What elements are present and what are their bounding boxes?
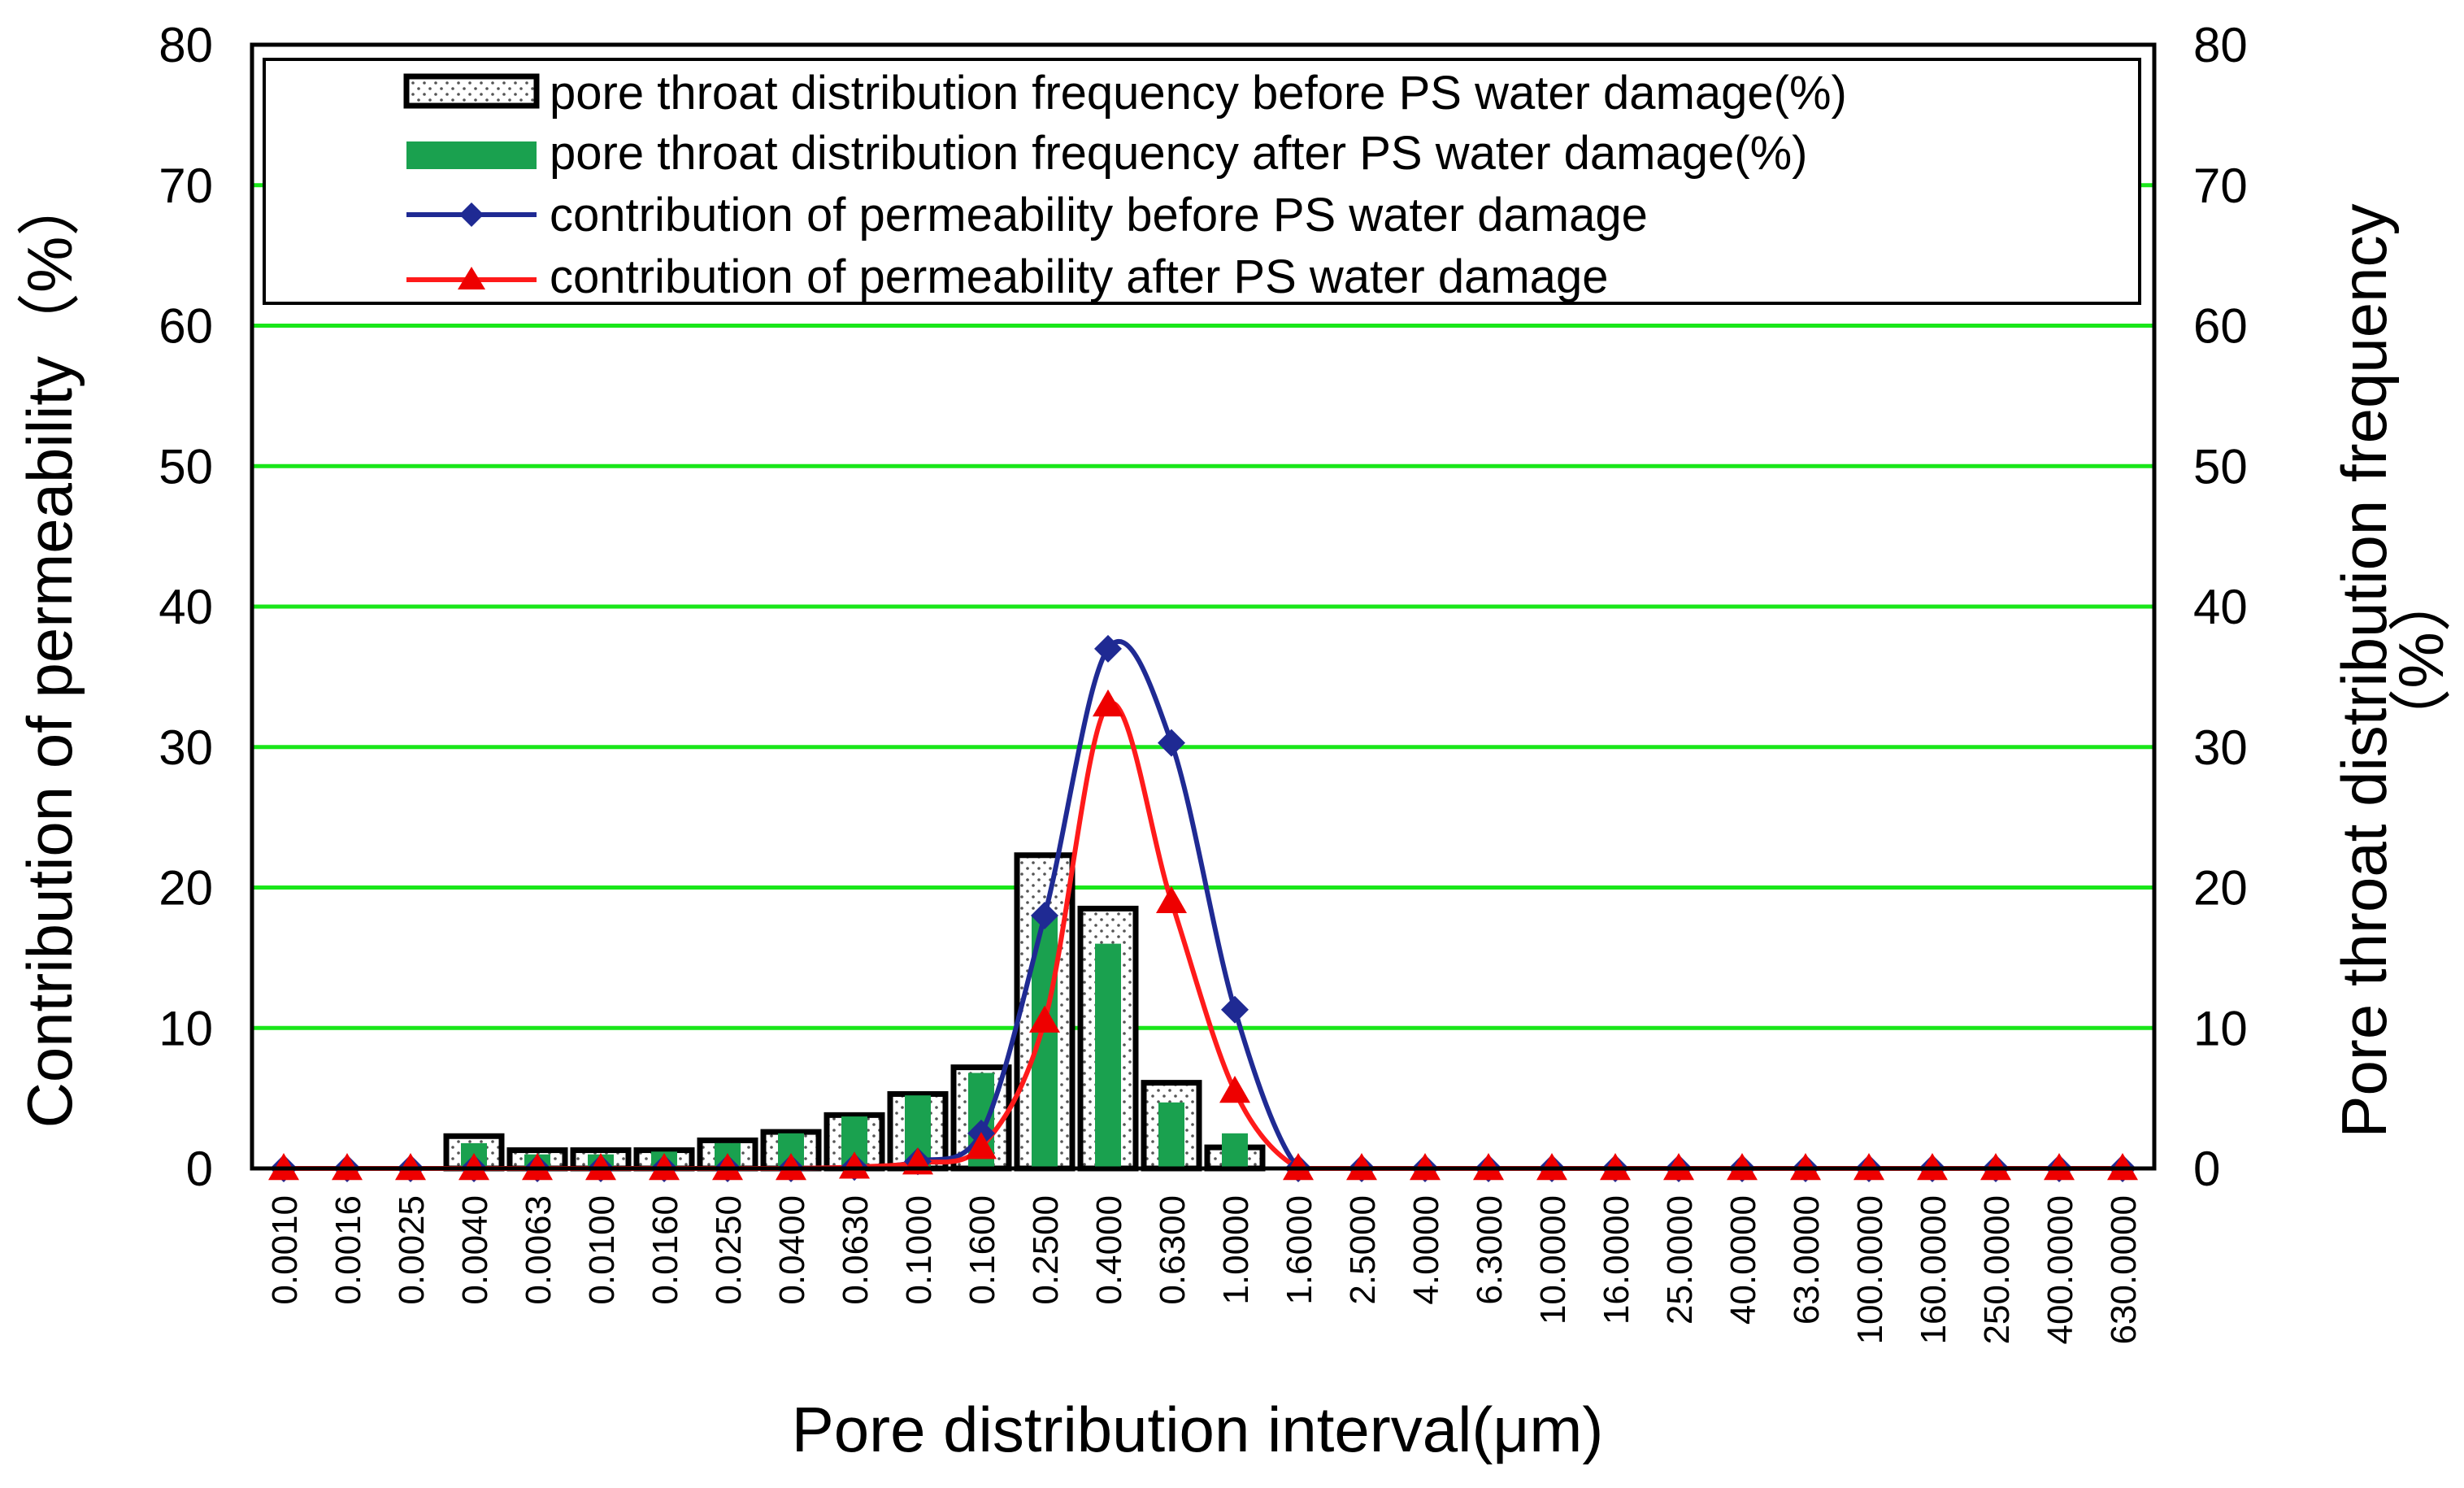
x-tick-label: 16.0000 <box>1597 1195 1636 1325</box>
x-tick-label: 630.0000 <box>2104 1195 2144 1345</box>
x-tick-label: 0.2500 <box>1026 1195 1066 1305</box>
x-tick-label: 0.0630 <box>836 1195 876 1305</box>
y-tick-label-left: 50 <box>159 439 213 494</box>
marker-after <box>839 1151 870 1179</box>
legend-label-bars-before: pore throat distribution frequency befor… <box>550 67 1847 120</box>
y-tick-label-left: 60 <box>159 299 213 354</box>
marker-before <box>1031 902 1058 930</box>
y-tick-label-left: 40 <box>159 580 213 634</box>
x-tick-label: 100.0000 <box>1850 1195 1890 1345</box>
legend-marker-line-before <box>459 202 484 227</box>
y-axis-right-title-line1: Pore throat distribution frequency <box>2328 204 2400 1138</box>
y-axis-left-title: Contribution of permeability（%） <box>14 173 85 1129</box>
y-axis-right-ticks: 0 10 20 30 40 50 60 70 80 <box>2193 18 2248 1196</box>
y-tick-label-left: 30 <box>159 720 213 775</box>
x-tick-label: 0.0040 <box>455 1195 495 1305</box>
y-tick-label-left: 10 <box>159 1001 213 1055</box>
marker-after <box>1156 885 1187 914</box>
legend-swatch-bars-before <box>403 73 540 109</box>
x-axis-title: Pore distribution interval(μm) <box>792 1394 1604 1465</box>
x-tick-label: 0.4000 <box>1089 1195 1129 1305</box>
bar-after <box>1158 1102 1184 1168</box>
y-tick-label-right: 40 <box>2193 580 2248 634</box>
marker-before <box>1094 634 1122 663</box>
y-tick-label-right: 80 <box>2193 18 2248 72</box>
line-before <box>284 639 2123 1172</box>
gridlines <box>252 183 2154 1030</box>
y-tick-label-left: 20 <box>159 861 213 916</box>
legend: pore throat distribution frequency befor… <box>263 58 2141 305</box>
marker-before <box>1221 995 1249 1024</box>
x-tick-label: 0.0025 <box>392 1195 432 1305</box>
x-tick-label: 4.0000 <box>1406 1195 1446 1305</box>
marker-before <box>1158 729 1185 757</box>
y-tick-label-right: 60 <box>2193 299 2248 354</box>
bar-after <box>1222 1133 1248 1168</box>
y-tick-label-left: 70 <box>159 159 213 213</box>
x-tick-label: 160.0000 <box>1914 1195 1953 1345</box>
x-tick-label: 0.6300 <box>1153 1195 1193 1305</box>
marker-after <box>966 1132 997 1160</box>
x-tick-label: 2.5000 <box>1343 1195 1383 1305</box>
y-tick-label-right: 0 <box>2193 1142 2220 1196</box>
marker-after <box>1093 689 1123 717</box>
x-tick-label: 0.0100 <box>582 1195 622 1305</box>
plot-frame <box>250 42 2157 1171</box>
line-series <box>268 634 2138 1182</box>
x-tick-label: 0.1000 <box>899 1195 939 1305</box>
y-axis-left-ticks: 0 10 20 30 40 50 60 70 80 <box>159 18 213 1196</box>
x-tick-label: 0.1600 <box>963 1195 1002 1305</box>
legend-box <box>263 58 2141 305</box>
x-tick-label: 0.0010 <box>265 1195 305 1305</box>
y-axis-right-title-line2: （%） <box>2385 568 2457 751</box>
y-tick-label-left: 80 <box>159 18 213 72</box>
legend-label-bars-after: pore throat distribution frequency after… <box>550 127 1807 180</box>
x-tick-label: 0.0063 <box>519 1195 558 1305</box>
y-tick-label-left: 0 <box>186 1142 213 1196</box>
x-axis-ticks: 0.0010 0.0016 0.0025 0.0040 0.0063 0.0100 0.01… <box>265 1195 2144 1345</box>
x-tick-label: 1.6000 <box>1280 1195 1319 1305</box>
y-tick-label-right: 10 <box>2193 1001 2248 1055</box>
x-tick-label: 40.0000 <box>1723 1195 1763 1325</box>
x-tick-label: 0.0250 <box>709 1195 749 1305</box>
x-tick-label: 1.0000 <box>1216 1195 1256 1305</box>
y-tick-label-right: 30 <box>2193 720 2248 775</box>
x-tick-label: 0.0016 <box>328 1195 368 1305</box>
y-tick-label-right: 70 <box>2193 159 2248 213</box>
x-tick-label: 10.0000 <box>1533 1195 1573 1325</box>
legend-swatch-bars-after <box>406 141 537 169</box>
x-tick-label: 63.0000 <box>1787 1195 1827 1325</box>
x-tick-label: 0.0160 <box>645 1195 685 1305</box>
y-tick-label-right: 20 <box>2193 861 2248 916</box>
x-tick-label: 25.0000 <box>1660 1195 1700 1325</box>
legend-label-line-before: contribution of permeability before PS w… <box>550 189 1648 241</box>
y-tick-label-right: 50 <box>2193 439 2248 494</box>
marker-after <box>1219 1075 1250 1103</box>
legend-marker-line-after <box>458 267 485 289</box>
x-tick-label: 0.0400 <box>772 1195 812 1305</box>
x-tick-label: 250.0000 <box>1977 1195 2017 1345</box>
line-after <box>284 700 2123 1172</box>
axes <box>250 42 2157 1171</box>
bar-after <box>1095 943 1121 1168</box>
marker-after <box>1029 1005 1060 1033</box>
x-tick-label: 6.3000 <box>1470 1195 1510 1305</box>
legend-label-line-after: contribution of permeability after PS wa… <box>550 250 1608 303</box>
x-tick-label: 400.0000 <box>2040 1195 2080 1345</box>
